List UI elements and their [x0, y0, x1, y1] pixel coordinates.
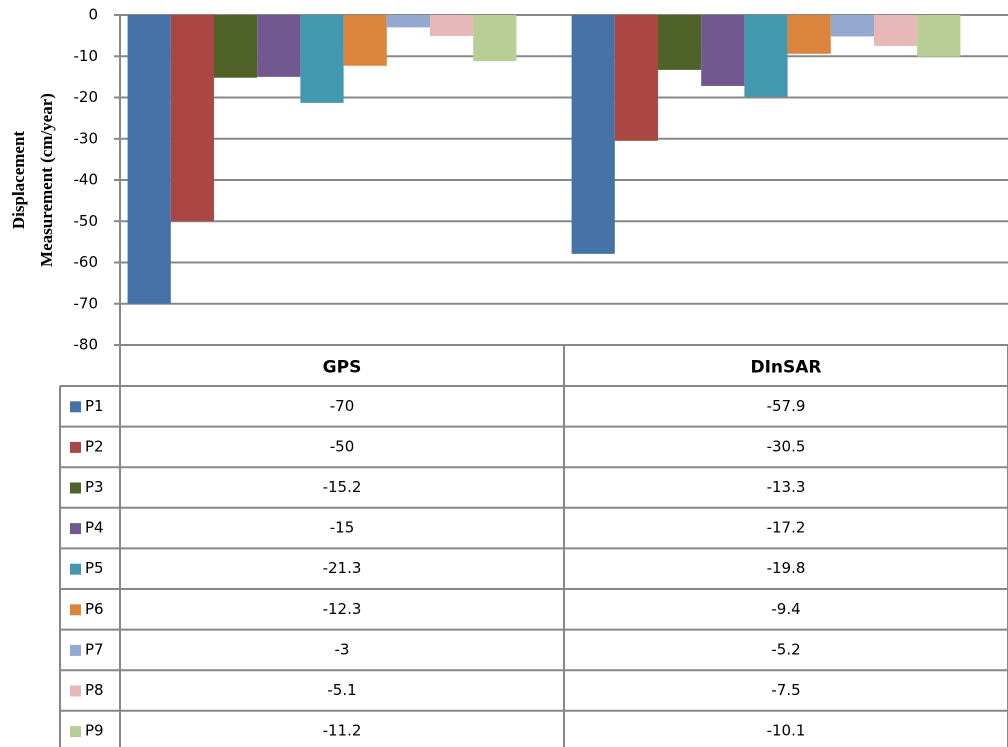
legend-swatch	[70, 401, 81, 413]
bar	[658, 15, 702, 70]
y-tick-label: -80	[74, 336, 99, 354]
bar	[214, 15, 258, 78]
table-value: -15	[330, 519, 355, 537]
table-value: -19.8	[767, 559, 806, 577]
legend-swatch	[70, 604, 81, 616]
y-tick-label: -70	[74, 294, 99, 312]
legend-label: P7	[85, 640, 104, 658]
y-tick-label: -20	[74, 88, 99, 106]
bar	[830, 15, 874, 37]
table-value: -3	[335, 640, 350, 658]
table-value: -7.5	[771, 681, 800, 699]
y-tick-label: -60	[74, 253, 99, 271]
legend-swatch	[70, 482, 81, 494]
legend-swatch	[70, 685, 81, 697]
bar	[701, 15, 745, 86]
y-tick-label: -50	[74, 212, 99, 230]
bar	[257, 15, 301, 77]
table-value: -5.2	[771, 640, 800, 658]
table-value: -30.5	[767, 437, 806, 455]
category-header: GPS	[323, 358, 362, 378]
legend-swatch	[70, 441, 81, 453]
table-value: -9.4	[771, 600, 800, 618]
legend-label: P5	[85, 559, 104, 577]
legend-label: P6	[85, 600, 104, 618]
bar	[386, 15, 430, 28]
table-value: -57.9	[767, 397, 806, 415]
table-value: -17.2	[767, 519, 806, 537]
y-axis-label: Measurement (cm/year)	[37, 93, 56, 267]
bar	[127, 15, 171, 304]
legend-swatch	[70, 523, 81, 535]
bar	[744, 15, 788, 97]
table-value: -70	[330, 397, 355, 415]
table-value: -11.2	[323, 722, 362, 740]
legend-swatch	[70, 726, 81, 738]
bar	[917, 15, 961, 57]
bar	[614, 15, 658, 141]
bar	[473, 15, 517, 62]
table-value: -12.3	[323, 600, 362, 618]
table-value: -15.2	[323, 478, 362, 496]
bar	[170, 15, 214, 222]
bar	[430, 15, 474, 37]
y-tick-label: 0	[88, 6, 98, 24]
y-tick-label: -40	[74, 171, 99, 189]
legend-label: P3	[85, 478, 104, 496]
bar	[343, 15, 387, 66]
y-tick-label: -30	[74, 129, 99, 147]
legend-swatch	[70, 644, 81, 656]
legend-label: P1	[85, 397, 104, 415]
table-value: -5.1	[327, 681, 356, 699]
legend-label: P2	[85, 437, 104, 455]
legend-swatch	[70, 563, 81, 575]
category-header: DInSAR	[750, 358, 821, 378]
legend-label: P9	[85, 722, 104, 740]
table-value: -10.1	[767, 722, 806, 740]
bar	[874, 15, 918, 46]
y-tick-label: -10	[74, 47, 99, 65]
legend-label: P4	[85, 519, 104, 537]
bar	[571, 15, 615, 254]
bar	[787, 15, 831, 54]
table-value: -13.3	[767, 478, 806, 496]
legend-label: P8	[85, 681, 104, 699]
table-value: -21.3	[323, 559, 362, 577]
y-axis-label: Displacement	[9, 131, 28, 230]
table-value: -50	[330, 437, 355, 455]
bar	[300, 15, 344, 103]
